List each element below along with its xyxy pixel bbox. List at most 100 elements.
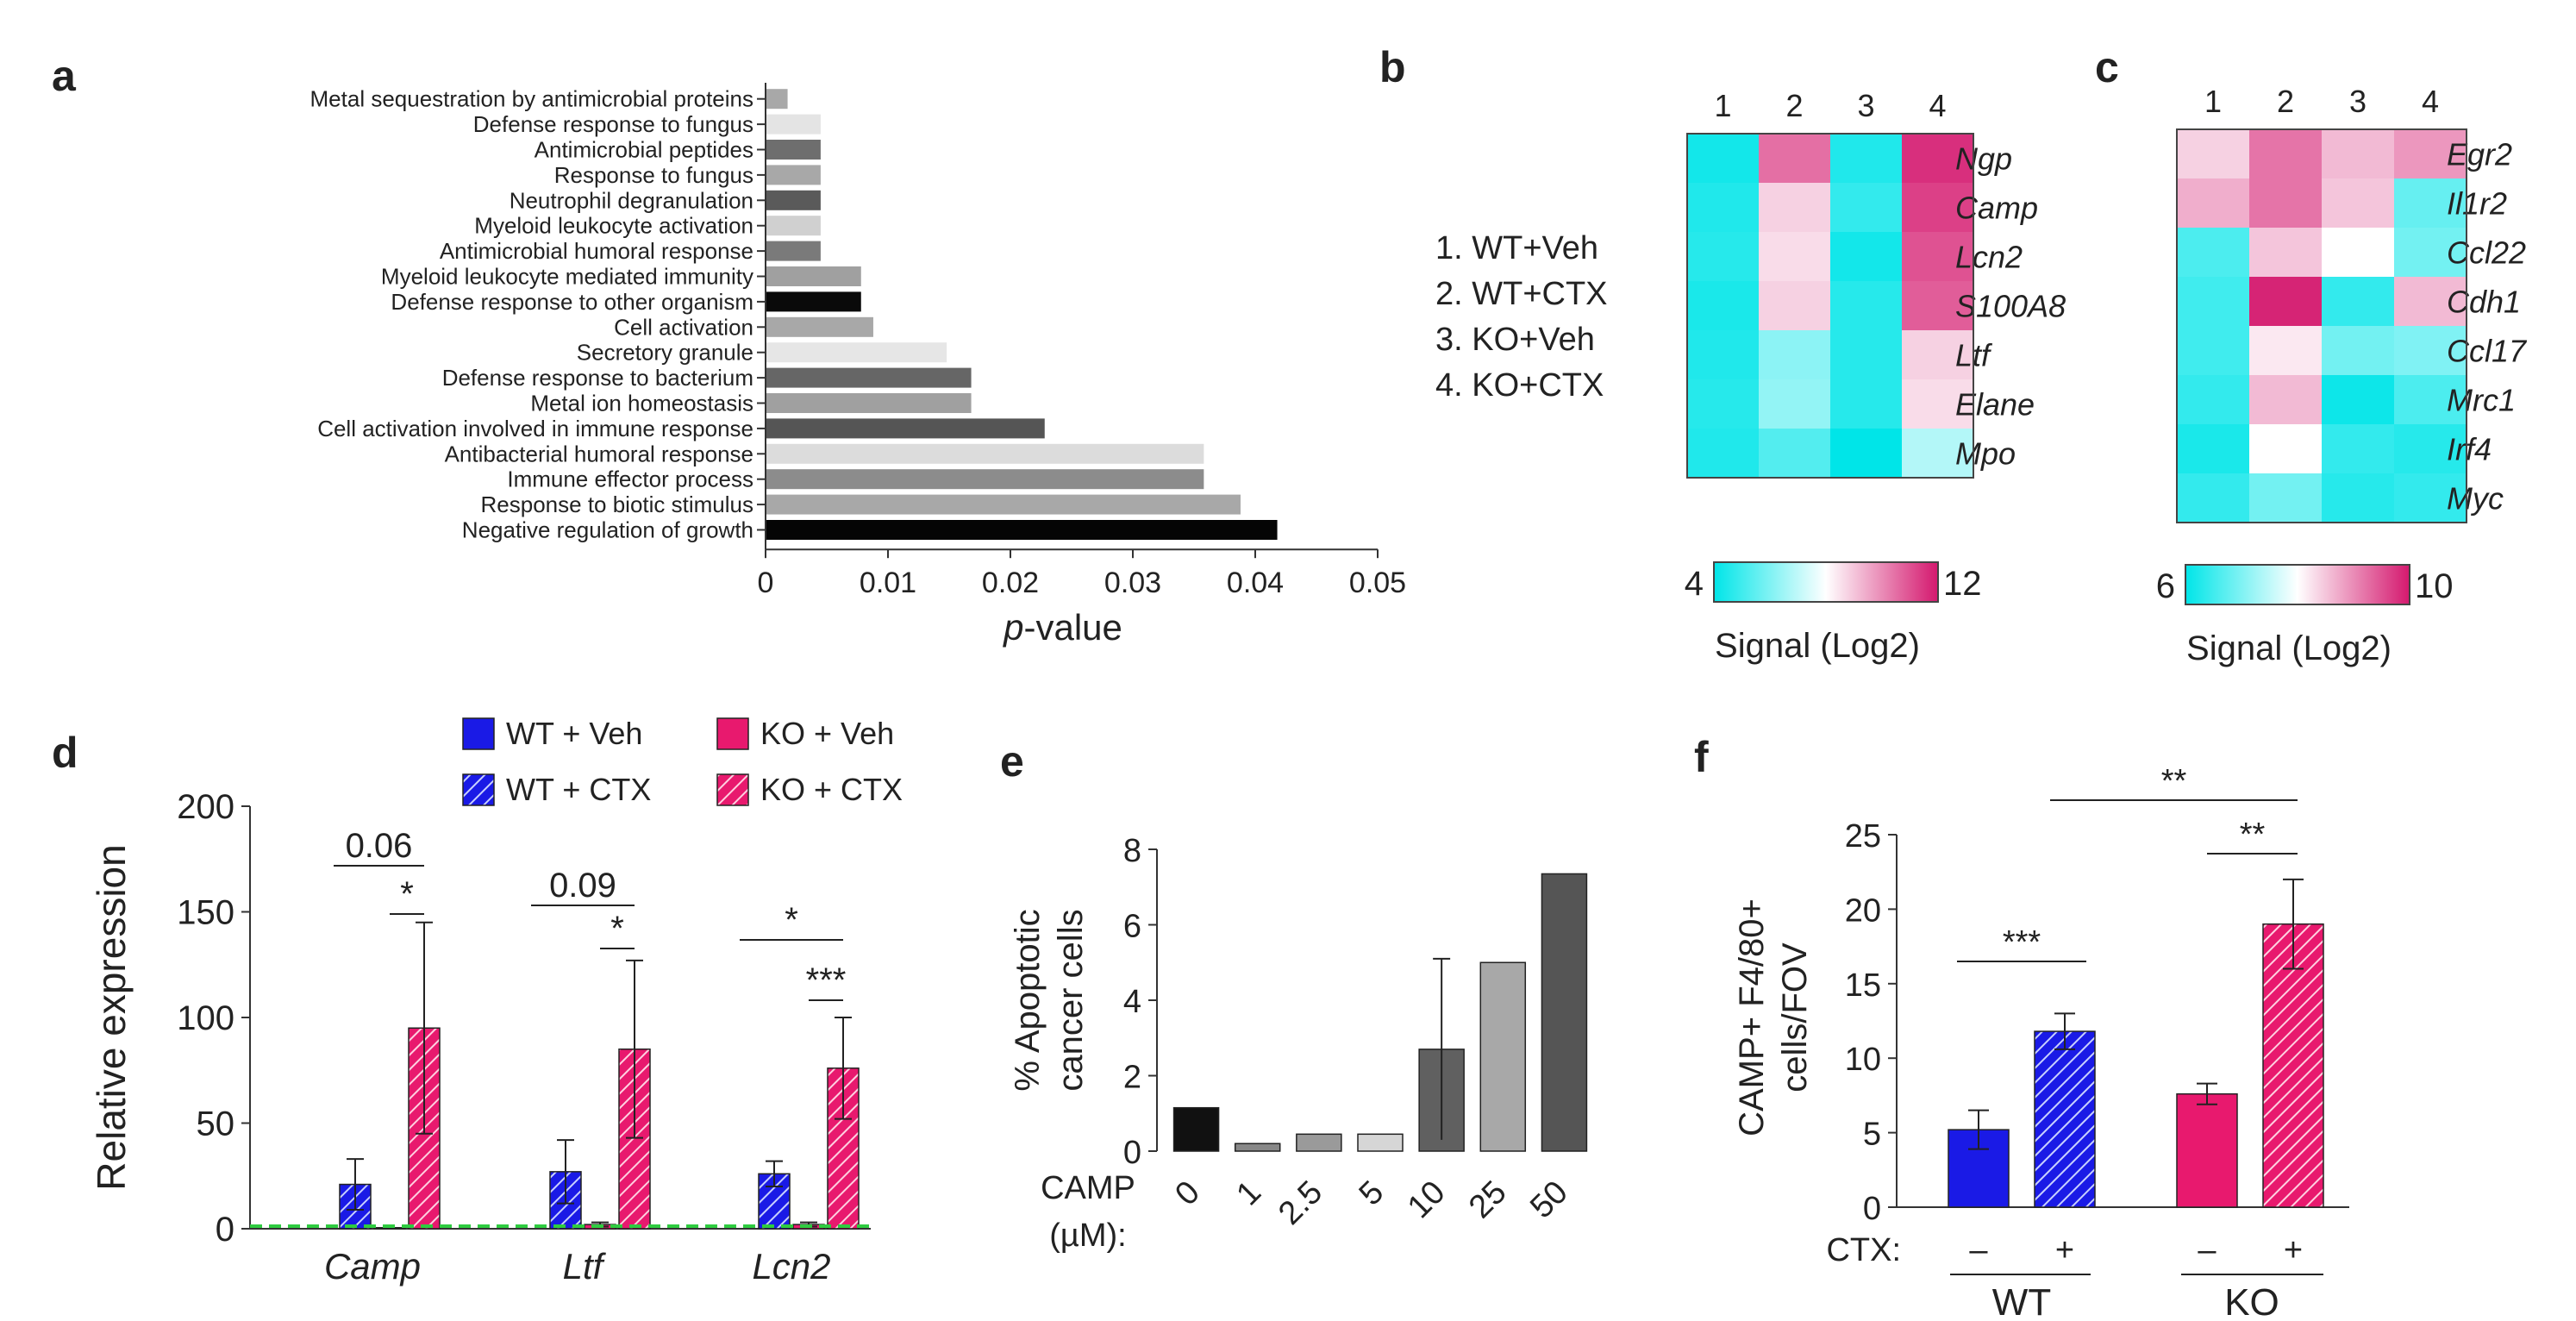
sig-camp-b-text: * <box>400 875 414 913</box>
heat-cell <box>2249 228 2323 278</box>
heat-cell <box>1902 330 1974 380</box>
bar-14 <box>766 443 1204 464</box>
category-label: Defense response to other organism <box>391 289 753 315</box>
ytick-label: 100 <box>177 999 234 1037</box>
heat-cell <box>2177 129 2250 179</box>
category-label: Cell activation involved in immune respo… <box>317 416 753 441</box>
bar-0 <box>766 89 788 110</box>
category-label: Myeloid leukocyte mediated immunity <box>381 264 753 290</box>
colorbar-max: 10 <box>2415 567 2454 605</box>
heat-cell <box>1687 281 1760 331</box>
chart-d-grouped-bar: 0 50 100 150 200 Relative expression Camp Ltf Lc… <box>89 716 903 1287</box>
heat-cell <box>1902 232 1974 282</box>
row-label: Mpo <box>1955 436 2016 472</box>
panel-label-d: d <box>52 729 78 777</box>
y-axis-title-line1: CAMP+ F4/80+ <box>1733 898 1771 1136</box>
row-label: Lcn2 <box>1955 240 2023 275</box>
bar-7 <box>766 266 861 286</box>
heat-cell <box>2394 473 2467 523</box>
bar-0 <box>1172 1106 1220 1152</box>
heat-cell <box>2322 424 2395 474</box>
heat-cell <box>1687 429 1760 479</box>
heat-cell <box>2177 375 2250 425</box>
heat-cell <box>1687 232 1760 282</box>
bar-1 <box>766 114 821 135</box>
row-label: Egr2 <box>2447 137 2512 172</box>
xtick-label: 0.02 <box>982 567 1039 599</box>
heat-cell <box>2394 326 2467 376</box>
category-label: Negative regulation of growth <box>462 517 753 543</box>
xtick-label: 0.01 <box>860 567 916 599</box>
heat-cell <box>1687 134 1760 184</box>
x-axis-title-rest: -value <box>1023 607 1122 648</box>
heat-cell <box>1759 232 1831 282</box>
category-label: Secretory granule <box>577 340 753 366</box>
heat-cell <box>1830 134 1903 184</box>
bar-10 <box>766 342 947 363</box>
ytick-label: 0 <box>1123 1135 1141 1171</box>
xtick-label: 0.05 <box>1349 567 1406 599</box>
column-label: 4 <box>1929 88 1946 123</box>
row-label: Elane <box>1955 387 2035 423</box>
column-label: 2 <box>2277 84 2294 119</box>
colorbar-label: Signal (Log2) <box>1715 627 1920 665</box>
ytick-label: 25 <box>1845 818 1881 855</box>
bar-13 <box>766 418 1045 439</box>
panel-label-e: e <box>1000 737 1024 786</box>
heat-cell <box>2177 326 2250 376</box>
colorbar-min: 4 <box>1685 565 1704 603</box>
bar-1 <box>1234 1143 1281 1152</box>
heat-cell <box>2249 326 2323 376</box>
sig-wt-text: *** <box>2003 924 2041 961</box>
sig-lcn2-a-text: * <box>785 901 798 939</box>
chart-f-bar: 0 5 10 15 20 25 CAMP+ F4/80+ cells/FOV – + – + CTX: W… <box>1733 763 2349 1321</box>
ytick-label: 8 <box>1123 833 1141 869</box>
category-label: Lcn2 <box>752 1246 830 1287</box>
bar-2 <box>766 140 821 160</box>
heat-cell <box>2322 178 2395 229</box>
bar-9 <box>766 316 873 337</box>
heat-cell <box>1759 379 1831 429</box>
category-label: Antimicrobial peptides <box>535 137 753 163</box>
panel-label-f: f <box>1694 733 1709 781</box>
row-label: Myc <box>2447 481 2504 517</box>
bar-wt-ctx <box>2034 1030 2096 1208</box>
y-axis-title-line2: cells/FOV <box>1776 942 1814 1092</box>
ytick-label: 10 <box>1845 1042 1881 1078</box>
heat-cell <box>1759 134 1831 184</box>
heat-cell <box>2322 473 2395 523</box>
heat-cell <box>2394 178 2467 229</box>
heat-cell <box>2249 178 2323 229</box>
colorbar-min: 6 <box>2156 567 2175 605</box>
x-axis-title-line2: (µM): <box>1049 1218 1126 1254</box>
category-label: Cell activation <box>614 314 753 340</box>
x-axis-title: p-value <box>1002 607 1122 648</box>
ctx-label: CTX: <box>1826 1232 1901 1268</box>
ytick-label: 6 <box>1123 909 1141 945</box>
category-label: Immune effector process <box>507 466 753 492</box>
bar-15 <box>766 469 1204 490</box>
heat-cell <box>1830 379 1903 429</box>
panel-label-b: b <box>1379 43 1406 91</box>
heat-cell <box>2394 129 2467 179</box>
heat-cell <box>2177 473 2250 523</box>
heat-cell <box>1902 183 1974 233</box>
group-label-ko: KO <box>2224 1281 2279 1321</box>
heat-cell <box>2322 228 2395 278</box>
heat-cell <box>2322 277 2395 327</box>
heat-cell <box>1830 232 1903 282</box>
bar-50 <box>1541 873 1588 1152</box>
heatmap-border <box>2176 128 2467 523</box>
legend-label: KO + Veh <box>760 716 894 751</box>
category-label: Antibacterial humoral response <box>445 441 753 466</box>
heat-cell <box>2177 424 2250 474</box>
heat-cell <box>1687 379 1760 429</box>
ytick-label: 4 <box>1123 984 1141 1020</box>
category-label: Defense response to fungus <box>473 111 753 137</box>
colorbar <box>1713 561 1939 603</box>
category-label: 25 <box>1462 1174 1514 1226</box>
heat-cell <box>2249 424 2323 474</box>
heat-cell <box>2394 424 2467 474</box>
